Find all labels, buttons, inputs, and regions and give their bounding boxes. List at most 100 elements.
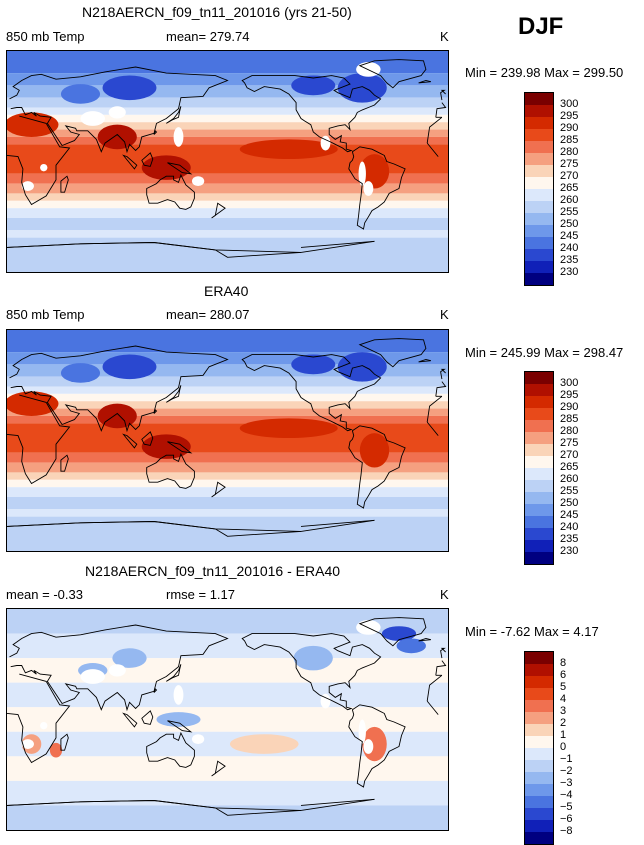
coastline [426, 395, 443, 423]
colorbar-swatch [525, 93, 553, 105]
contour-band [7, 217, 448, 231]
colorbar-swatch [525, 432, 553, 444]
colorbar-swatch [525, 480, 553, 492]
colorbar-tick-label: 230 [560, 545, 579, 557]
contour-band [7, 805, 448, 830]
missing-data-mask [173, 127, 184, 147]
colorbar-tick-label: 5 [560, 681, 567, 693]
coastline [358, 338, 427, 368]
coastline [426, 142, 439, 157]
colorbar-swatch [525, 688, 553, 700]
coastline [166, 385, 182, 403]
missing-data-mask [363, 739, 374, 754]
coastline [7, 115, 71, 206]
colorbar-swatch [525, 724, 553, 736]
colorbar-tick-label: 240 [560, 521, 579, 533]
colorbar-swatch [525, 712, 553, 724]
panel1-mean-label: mean= 279.74 [166, 29, 250, 44]
contour-band [7, 509, 448, 517]
colorbar-swatch [525, 261, 553, 273]
colorbar-swatch [525, 225, 553, 237]
coastline [426, 116, 443, 144]
contour-band [7, 200, 448, 209]
panel2-title: ERA40 [204, 283, 249, 299]
colorbar-swatch [525, 444, 553, 456]
coastline [9, 345, 229, 433]
colorbar-tick-label: 3 [560, 705, 567, 717]
colorbar-swatch [525, 153, 553, 165]
coastline [211, 760, 226, 777]
contour-region [49, 742, 63, 758]
colorbar-tick-label: 0 [560, 741, 567, 753]
coastline [348, 425, 406, 509]
colorbar-tick-label: 265 [560, 182, 579, 194]
panel3-colorbar [524, 651, 554, 845]
contour-band [7, 129, 448, 137]
coastline [435, 102, 447, 118]
panel2-colorbar-labels: 300 295 290 285 280 275 270 265 260 255 250 245 240 2… [560, 377, 578, 557]
contour-band [7, 330, 448, 353]
colorbar-swatch [525, 808, 553, 820]
colorbar-swatch [525, 736, 553, 748]
contour-region [7, 391, 59, 416]
colorbar-swatch [525, 820, 553, 832]
contour-region [359, 154, 390, 189]
colorbar-swatch [525, 552, 553, 564]
panel3-rmse-label: rmse = 1.17 [166, 587, 236, 602]
coastline [122, 433, 138, 449]
missing-data-mask [358, 719, 366, 745]
coastline [146, 173, 195, 210]
colorbar-swatch [525, 784, 553, 796]
contour-band [7, 707, 448, 732]
colorbar-swatch [525, 760, 553, 772]
colorbar-swatch [525, 832, 553, 844]
contour-band [7, 609, 448, 634]
coastline [167, 441, 193, 454]
colorbar-tick-label: 275 [560, 158, 579, 170]
contour-band [7, 173, 448, 184]
colorbar-tick-label: 300 [560, 98, 579, 110]
colorbar-tick-label: 270 [560, 449, 579, 461]
coastline [435, 660, 447, 676]
colorbar-tick-label: 235 [560, 254, 579, 266]
colorbar-swatch [525, 396, 553, 408]
coastline [166, 664, 182, 682]
panel1-colorbar-labels: 300 295 290 285 280 275 270 265 260 255 250 245 240 2… [560, 98, 578, 278]
coastline [300, 798, 375, 806]
coastline [418, 638, 432, 642]
coastline [426, 674, 443, 702]
contour-region [97, 403, 137, 429]
contour-region [141, 434, 191, 459]
panel2-unit-label: K [440, 307, 449, 322]
contour-band [7, 496, 448, 510]
colorbar-swatch [525, 117, 553, 129]
colorbar-tick-label: 290 [560, 401, 579, 413]
contour-band [7, 479, 448, 488]
colorbar-tick-label: 245 [560, 230, 579, 242]
colorbar-tick-label: 275 [560, 437, 579, 449]
contour-band [7, 386, 448, 394]
coastline [153, 129, 158, 135]
missing-data-mask [80, 669, 105, 684]
coastline [7, 519, 375, 537]
colorbar-tick-label: −2 [560, 765, 573, 777]
colorbar-tick-label: 260 [560, 473, 579, 485]
coastline [60, 175, 69, 193]
contour-region [291, 75, 336, 96]
coastline [241, 354, 382, 432]
contour-region [239, 139, 338, 160]
panel3-map [6, 608, 449, 831]
missing-data-mask [191, 176, 205, 187]
contour-band [7, 682, 448, 708]
colorbar-tick-label: 280 [560, 425, 579, 437]
contour-band [7, 756, 448, 781]
colorbar-swatch [525, 384, 553, 396]
missing-data-mask [40, 163, 48, 172]
colorbar-swatch [525, 249, 553, 261]
colorbar-tick-label: 8 [560, 657, 567, 669]
contour-region [102, 75, 157, 101]
contour-band [7, 516, 448, 551]
colorbar-swatch [525, 796, 553, 808]
contour-band [7, 487, 448, 497]
contour-band [7, 401, 448, 409]
